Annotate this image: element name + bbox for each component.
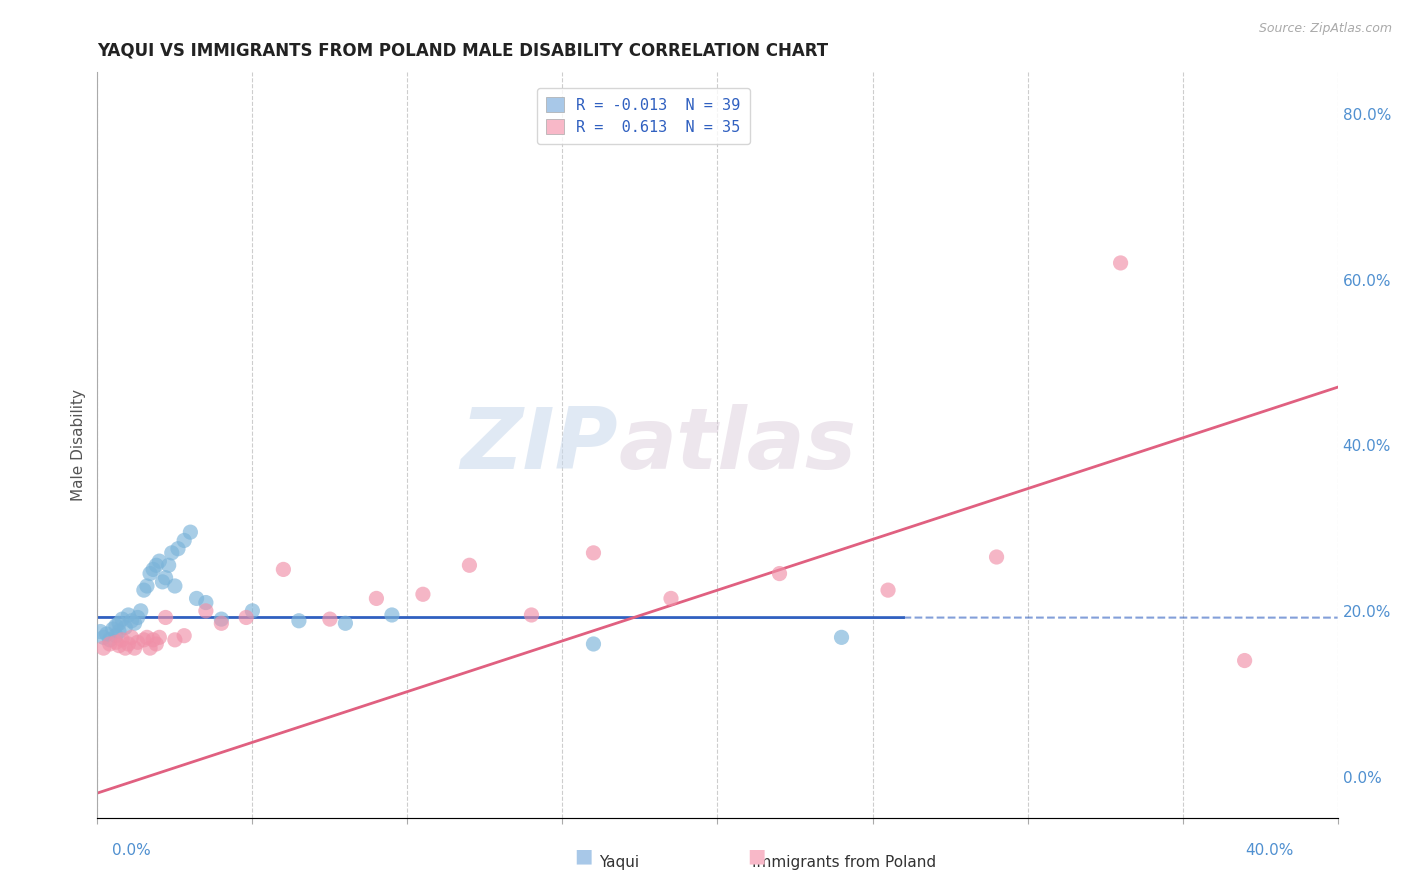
Point xyxy=(124,616,146,631)
Point xyxy=(173,533,195,548)
Y-axis label: Male Disability: Male Disability xyxy=(72,389,86,501)
Point xyxy=(335,616,357,631)
Point xyxy=(108,624,131,639)
Point xyxy=(120,631,142,645)
Point xyxy=(152,574,174,589)
Point xyxy=(1109,256,1132,270)
Point xyxy=(458,558,481,573)
Point xyxy=(108,616,131,631)
Point xyxy=(148,631,170,645)
Point xyxy=(186,591,208,606)
Point xyxy=(117,637,139,651)
Point xyxy=(117,607,139,622)
Point xyxy=(142,632,165,647)
Point xyxy=(98,637,121,651)
Point xyxy=(132,583,155,598)
Point xyxy=(209,616,232,631)
Point xyxy=(273,562,295,576)
Point xyxy=(101,622,124,636)
Point xyxy=(160,546,183,560)
Point xyxy=(114,641,136,656)
Point xyxy=(582,546,605,560)
Point xyxy=(877,583,900,598)
Point xyxy=(194,596,217,610)
Point xyxy=(139,641,162,656)
Point xyxy=(1233,654,1256,668)
Point xyxy=(93,641,115,656)
Point xyxy=(111,632,134,647)
Point xyxy=(366,591,388,606)
Point xyxy=(129,604,152,618)
Point xyxy=(120,614,142,628)
Point xyxy=(163,579,186,593)
Point xyxy=(412,587,434,601)
Point xyxy=(659,591,682,606)
Text: 40.0%: 40.0% xyxy=(1246,843,1294,858)
Point xyxy=(132,632,155,647)
Text: Source: ZipAtlas.com: Source: ZipAtlas.com xyxy=(1258,22,1392,36)
Text: ■: ■ xyxy=(574,847,593,865)
Point xyxy=(242,604,264,618)
Point xyxy=(148,554,170,568)
Point xyxy=(194,604,217,618)
Point xyxy=(136,631,159,645)
Point xyxy=(104,619,127,633)
Point xyxy=(381,607,404,622)
Text: ■: ■ xyxy=(747,847,766,865)
Point xyxy=(157,558,180,573)
Point xyxy=(127,610,149,624)
Point xyxy=(96,627,118,641)
Point xyxy=(986,549,1008,564)
Point xyxy=(582,637,605,651)
Text: Immigrants from Poland: Immigrants from Poland xyxy=(752,855,935,870)
Point xyxy=(145,558,167,573)
Point xyxy=(235,610,257,624)
Point xyxy=(136,579,159,593)
Point xyxy=(209,612,232,626)
Point xyxy=(124,641,146,656)
Point xyxy=(139,566,162,581)
Point xyxy=(104,629,127,643)
Point xyxy=(155,571,177,585)
Point xyxy=(89,624,111,639)
Point xyxy=(142,562,165,576)
Point xyxy=(173,629,195,643)
Point xyxy=(93,631,115,645)
Text: ZIP: ZIP xyxy=(461,404,619,487)
Point xyxy=(163,632,186,647)
Point xyxy=(831,631,853,645)
Point xyxy=(288,614,311,628)
Legend: R = -0.013  N = 39, R =  0.613  N = 35: R = -0.013 N = 39, R = 0.613 N = 35 xyxy=(537,87,749,144)
Point xyxy=(319,612,342,626)
Text: atlas: atlas xyxy=(619,404,856,487)
Point xyxy=(768,566,790,581)
Point xyxy=(127,635,149,649)
Point xyxy=(104,635,127,649)
Text: Yaqui: Yaqui xyxy=(599,855,638,870)
Point xyxy=(111,612,134,626)
Point xyxy=(108,639,131,653)
Point xyxy=(520,607,543,622)
Text: YAQUI VS IMMIGRANTS FROM POLAND MALE DISABILITY CORRELATION CHART: YAQUI VS IMMIGRANTS FROM POLAND MALE DIS… xyxy=(97,42,828,60)
Point xyxy=(167,541,190,556)
Point xyxy=(155,610,177,624)
Point xyxy=(98,632,121,647)
Point xyxy=(179,525,201,540)
Text: 0.0%: 0.0% xyxy=(112,843,152,858)
Point xyxy=(145,637,167,651)
Point xyxy=(114,620,136,634)
